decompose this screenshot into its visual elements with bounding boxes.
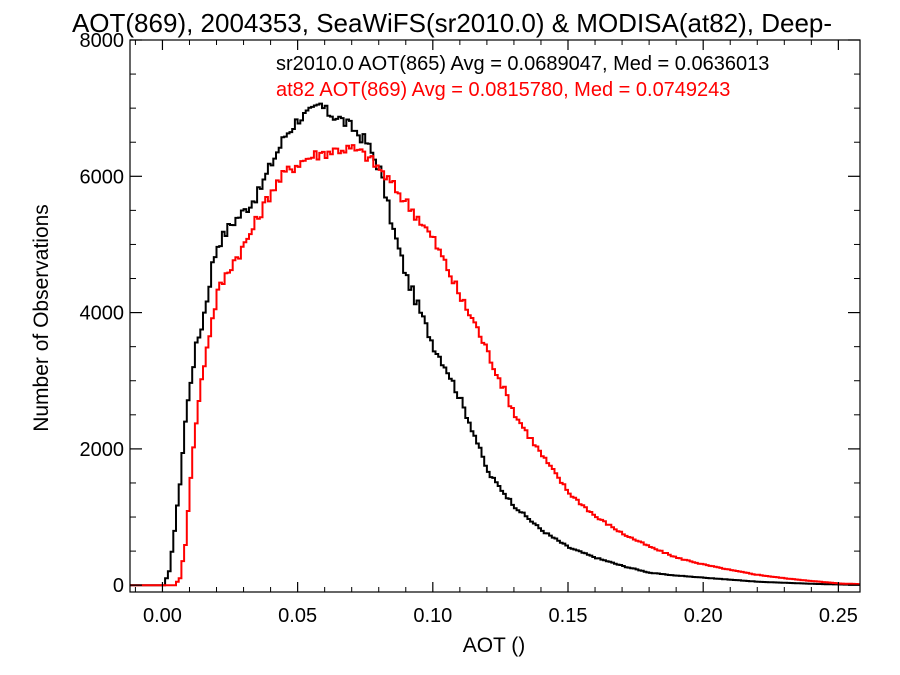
x-tick-label: 0.10 (413, 605, 452, 627)
axes-layer: 0.00 0.05 0.10 0.15 0.20 0.25 0 2000 4000 6000 800… (80, 30, 861, 627)
series-line-0 (130, 102, 860, 587)
x-axis-label: AOT () (463, 634, 526, 657)
series-layer (130, 102, 860, 587)
y-tick-label: 0 (113, 575, 124, 597)
annotation-layer: sr2010.0 AOT(865) Avg = 0.0689047, Med =… (276, 53, 769, 101)
annotation-text-1: at82 AOT(869) Avg = 0.0815780, Med = 0.0… (276, 79, 730, 101)
series-line-1 (130, 144, 860, 587)
x-tick-label: 0.20 (684, 605, 723, 627)
y-tick-label: 4000 (80, 303, 125, 325)
y-axis-label: Number of Observations (30, 204, 53, 432)
y-tick-label: 2000 (80, 439, 125, 461)
y-tick-label: 8000 (80, 30, 125, 52)
x-tick-label: 0.15 (549, 605, 588, 627)
x-tick-label: 0.00 (143, 605, 182, 627)
plot-frame (129, 39, 861, 593)
annotation-text-0: sr2010.0 AOT(865) Avg = 0.0689047, Med =… (276, 53, 769, 75)
x-tick-label: 0.05 (278, 605, 317, 627)
chart-title: AOT(869), 2004353, SeaWiFS(sr2010.0) & M… (72, 8, 832, 38)
x-tick-label: 0.25 (819, 605, 858, 627)
y-tick-label: 6000 (80, 166, 125, 188)
